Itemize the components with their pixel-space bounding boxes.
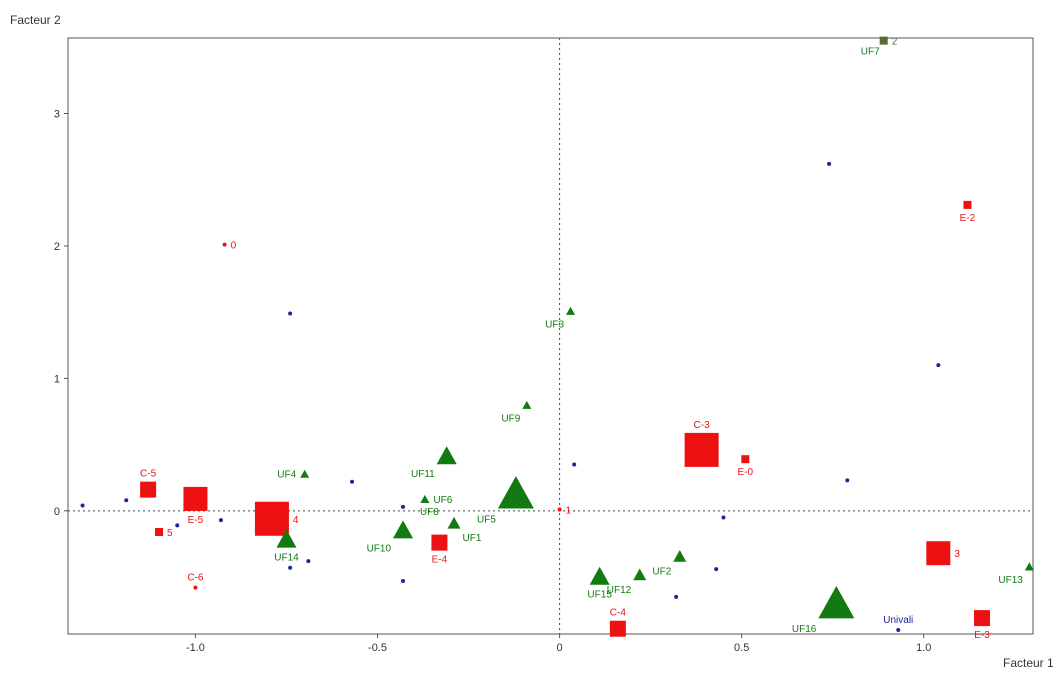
x-tick-label: 0.5	[734, 642, 749, 654]
x-axis-label: Facteur 1	[1003, 656, 1054, 670]
dot-marker	[674, 595, 678, 599]
y-tick-label: 3	[54, 108, 60, 120]
point-label: UF4	[277, 470, 296, 481]
dot-marker	[288, 311, 292, 315]
x-tick-label: -0.5	[368, 642, 387, 654]
point-label: UF13	[998, 575, 1023, 586]
square-marker	[926, 541, 950, 565]
dot-marker	[558, 508, 562, 512]
dot-marker	[936, 363, 940, 367]
x-axis-ticks: -1.0 -0.5 0 0.5 1.0	[186, 634, 931, 654]
dot-marker	[350, 480, 354, 484]
point-label: UF1	[463, 533, 482, 544]
point-label: Univali	[883, 615, 913, 626]
square-marker	[610, 621, 626, 637]
y-axis-label: Facteur 2	[10, 13, 61, 27]
y-tick-label: 2	[54, 241, 60, 253]
point-label: UF3	[545, 319, 564, 330]
dot-marker	[219, 518, 223, 522]
point-label: UF9	[501, 413, 520, 424]
x-tick-label: 0	[557, 642, 563, 654]
point-label: 0	[231, 241, 237, 252]
square-marker	[974, 610, 990, 626]
dot-marker	[845, 478, 849, 482]
dot-marker	[288, 566, 292, 570]
point-label: UF10	[367, 543, 392, 554]
point-label: 4	[293, 515, 299, 526]
dot-marker	[223, 243, 227, 247]
square-marker	[685, 433, 719, 467]
square-marker	[963, 201, 971, 209]
dot-marker	[193, 586, 197, 590]
y-tick-label: 1	[54, 373, 60, 385]
point-label: 5	[167, 528, 173, 539]
dot-marker	[81, 504, 85, 508]
dot-marker	[572, 462, 576, 466]
point-label: C-6	[187, 573, 204, 584]
square-marker	[183, 487, 207, 511]
square-marker	[431, 535, 447, 551]
point-label: UF8	[420, 507, 439, 518]
dot-marker	[721, 515, 725, 519]
square-marker	[255, 502, 289, 536]
x-tick-label: -1.0	[186, 642, 205, 654]
y-tick-label: 0	[54, 506, 60, 518]
dot-marker	[896, 628, 900, 632]
square-marker	[140, 482, 156, 498]
point-label: UF6	[433, 495, 452, 506]
dot-marker	[175, 523, 179, 527]
point-label: E-3	[974, 630, 990, 641]
point-label: UF7	[861, 47, 880, 58]
point-label: UF12	[607, 585, 632, 596]
point-label: UF5	[477, 514, 496, 525]
dot-marker	[401, 579, 405, 583]
square-marker	[880, 37, 888, 45]
point-label: 2	[892, 37, 898, 48]
plot-area	[68, 38, 1033, 634]
point-label: UF16	[792, 624, 817, 635]
point-label: UF14	[274, 553, 299, 564]
dot-marker	[124, 498, 128, 502]
point-label: C-3	[694, 420, 711, 431]
dot-marker	[827, 162, 831, 166]
point-label: E-2	[960, 213, 976, 224]
square-marker	[741, 455, 749, 463]
point-label: 1	[566, 506, 572, 517]
y-axis-ticks: 0 1 2 3	[54, 108, 68, 517]
dot-marker	[306, 559, 310, 563]
point-label: C-4	[610, 608, 627, 619]
dot-marker	[714, 567, 718, 571]
point-label: UF11	[411, 469, 435, 480]
point-label: 3	[954, 549, 960, 560]
point-label: E-5	[188, 515, 204, 526]
point-label: C-5	[140, 469, 157, 480]
x-tick-label: 1.0	[916, 642, 931, 654]
point-label: UF2	[652, 566, 671, 577]
dot-marker	[401, 505, 405, 509]
square-marker	[155, 528, 163, 536]
point-label: E-0	[738, 467, 754, 478]
point-label: E-4	[432, 555, 448, 566]
